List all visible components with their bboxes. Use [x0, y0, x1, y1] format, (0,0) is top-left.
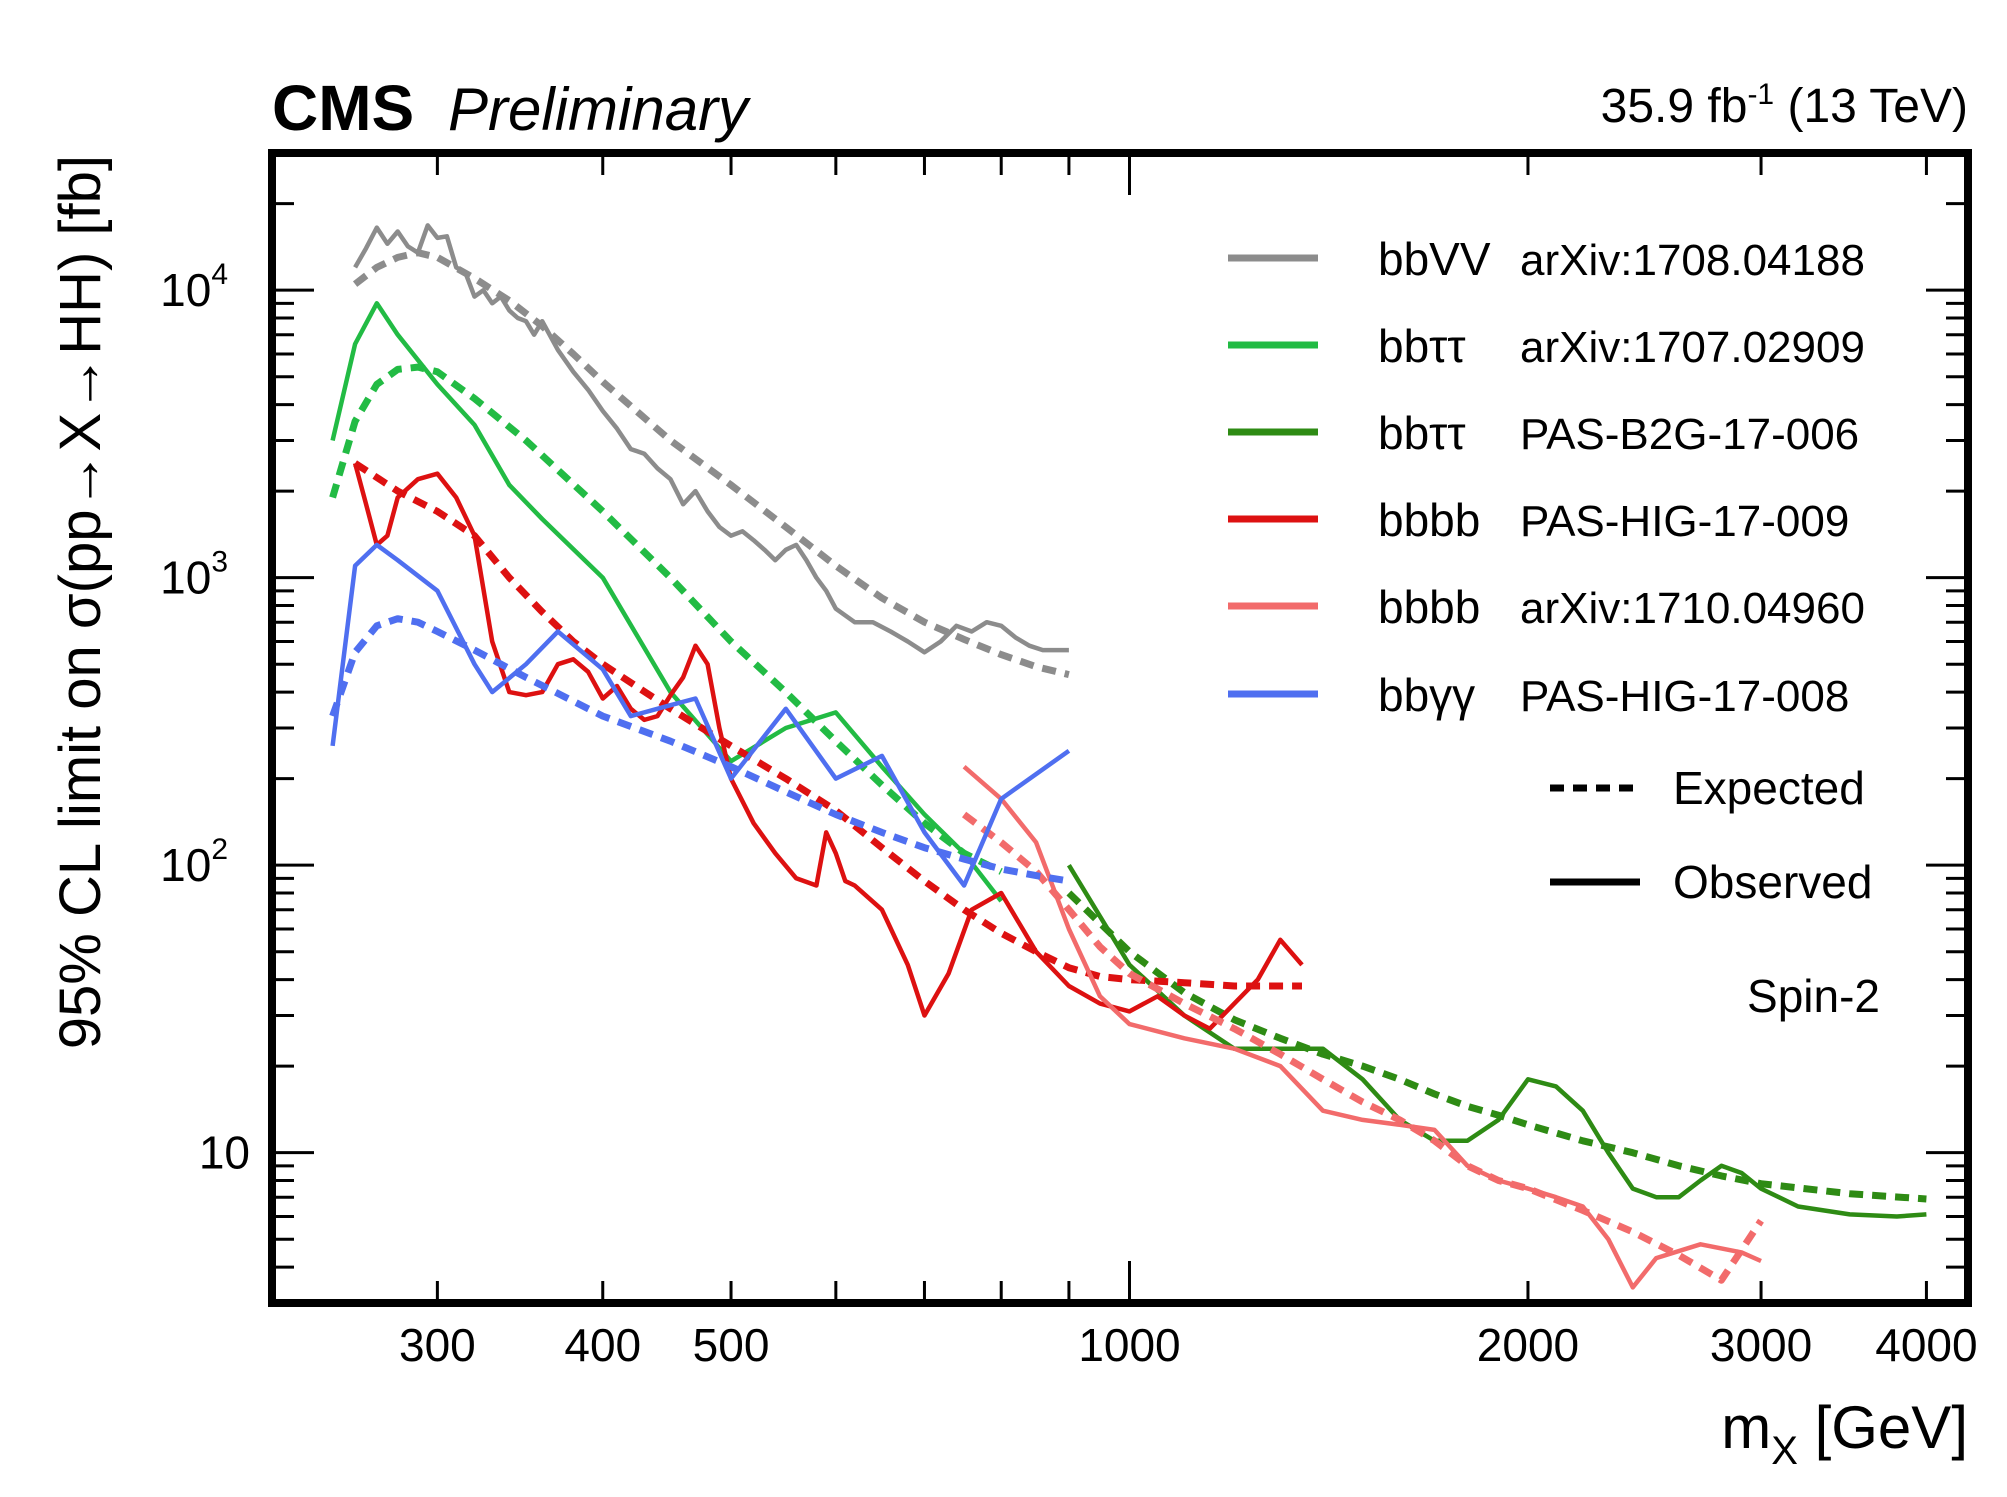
x-tick-label: 300 [399, 1319, 476, 1371]
y-tick-label: 102 [160, 833, 228, 891]
series-3 [352, 460, 1304, 1031]
legend-name: bbττ [1378, 407, 1466, 459]
series-4 [961, 765, 1764, 1290]
x-tick-label: 4000 [1875, 1319, 1977, 1371]
observed-line [330, 301, 1003, 903]
x-tick-label: 2000 [1477, 1319, 1579, 1371]
legend-ref: PAS-HIG-17-009 [1520, 497, 1849, 546]
plot-frame [268, 149, 1972, 1307]
expected-line [1066, 890, 1927, 1203]
legend-ref: PAS-B2G-17-006 [1520, 410, 1859, 459]
legend-style-item: Observed [1550, 856, 1872, 908]
status-label: Preliminary [448, 76, 752, 143]
legend-ref: PAS-HIG-17-008 [1520, 672, 1849, 721]
legend-item: bbVV arXiv:1708.04188 [1228, 233, 1865, 285]
observed-line [352, 462, 1304, 1031]
expected-line [961, 811, 1764, 1284]
series-0 [352, 223, 1070, 679]
expected-line [352, 249, 1070, 679]
observed-line [330, 542, 1071, 888]
x-tick-label: 500 [693, 1319, 770, 1371]
legend-ref: arXiv:1710.04960 [1520, 584, 1865, 633]
y-tick-label: 10 [199, 1127, 250, 1179]
legend-name: bbVV [1378, 233, 1491, 285]
y-tick-labels: 10 102 103 104 [160, 258, 250, 1179]
experiment-label: CMS [272, 72, 414, 144]
spin-annotation: Spin-2 [1747, 970, 1880, 1022]
legend-style-label: Expected [1673, 762, 1865, 814]
lumi-label: 35.9 fb-1 (13 TeV) [1601, 78, 1968, 133]
series-1 [329, 301, 1003, 903]
expected-line [353, 460, 1302, 990]
x-tick-label: 3000 [1710, 1319, 1812, 1371]
x-tick-labels: 300 400 500 1000 2000 3000 4000 [399, 1319, 1978, 1371]
legend-item: bbbb arXiv:1710.04960 [1228, 581, 1865, 633]
x-tick-label: 1000 [1078, 1319, 1180, 1371]
series-layer [329, 223, 1927, 1290]
y-tick-label: 104 [160, 258, 228, 316]
legend-name: bbττ [1378, 320, 1466, 372]
legend-item: bbττ arXiv:1707.02909 [1228, 320, 1865, 372]
legend-style-label: Observed [1673, 856, 1872, 908]
observed-line [1066, 864, 1927, 1219]
y-tick-label: 103 [160, 546, 228, 604]
legend-ref: arXiv:1708.04188 [1520, 236, 1865, 285]
legend-name: bbbb [1378, 494, 1480, 546]
expected-line [329, 363, 1003, 875]
legend-name: bbγγ [1378, 669, 1475, 721]
legend-name: bbbb [1378, 581, 1480, 633]
legend-ref: arXiv:1707.02909 [1520, 323, 1865, 372]
legend: bbVV arXiv:1708.04188 bbττ arXiv:1707.02909… [1228, 233, 1872, 908]
series-2 [1066, 864, 1927, 1219]
legend-item: bbττ PAS-B2G-17-006 [1228, 407, 1859, 459]
series-5 [329, 542, 1071, 888]
observed-line [962, 765, 1762, 1290]
observed-line [353, 223, 1069, 655]
legend-item: bbbb PAS-HIG-17-009 [1228, 494, 1849, 546]
y-axis-title: 95% CL limit on σ(pp→X→HH) [fb] [48, 155, 113, 1049]
x-axis-title: mX [GeV] [1721, 1394, 1968, 1473]
expected-line [329, 615, 1070, 885]
legend-style-item: Expected [1550, 762, 1865, 814]
x-tick-label: 400 [564, 1319, 641, 1371]
legend-item: bbγγ PAS-HIG-17-008 [1228, 669, 1849, 721]
